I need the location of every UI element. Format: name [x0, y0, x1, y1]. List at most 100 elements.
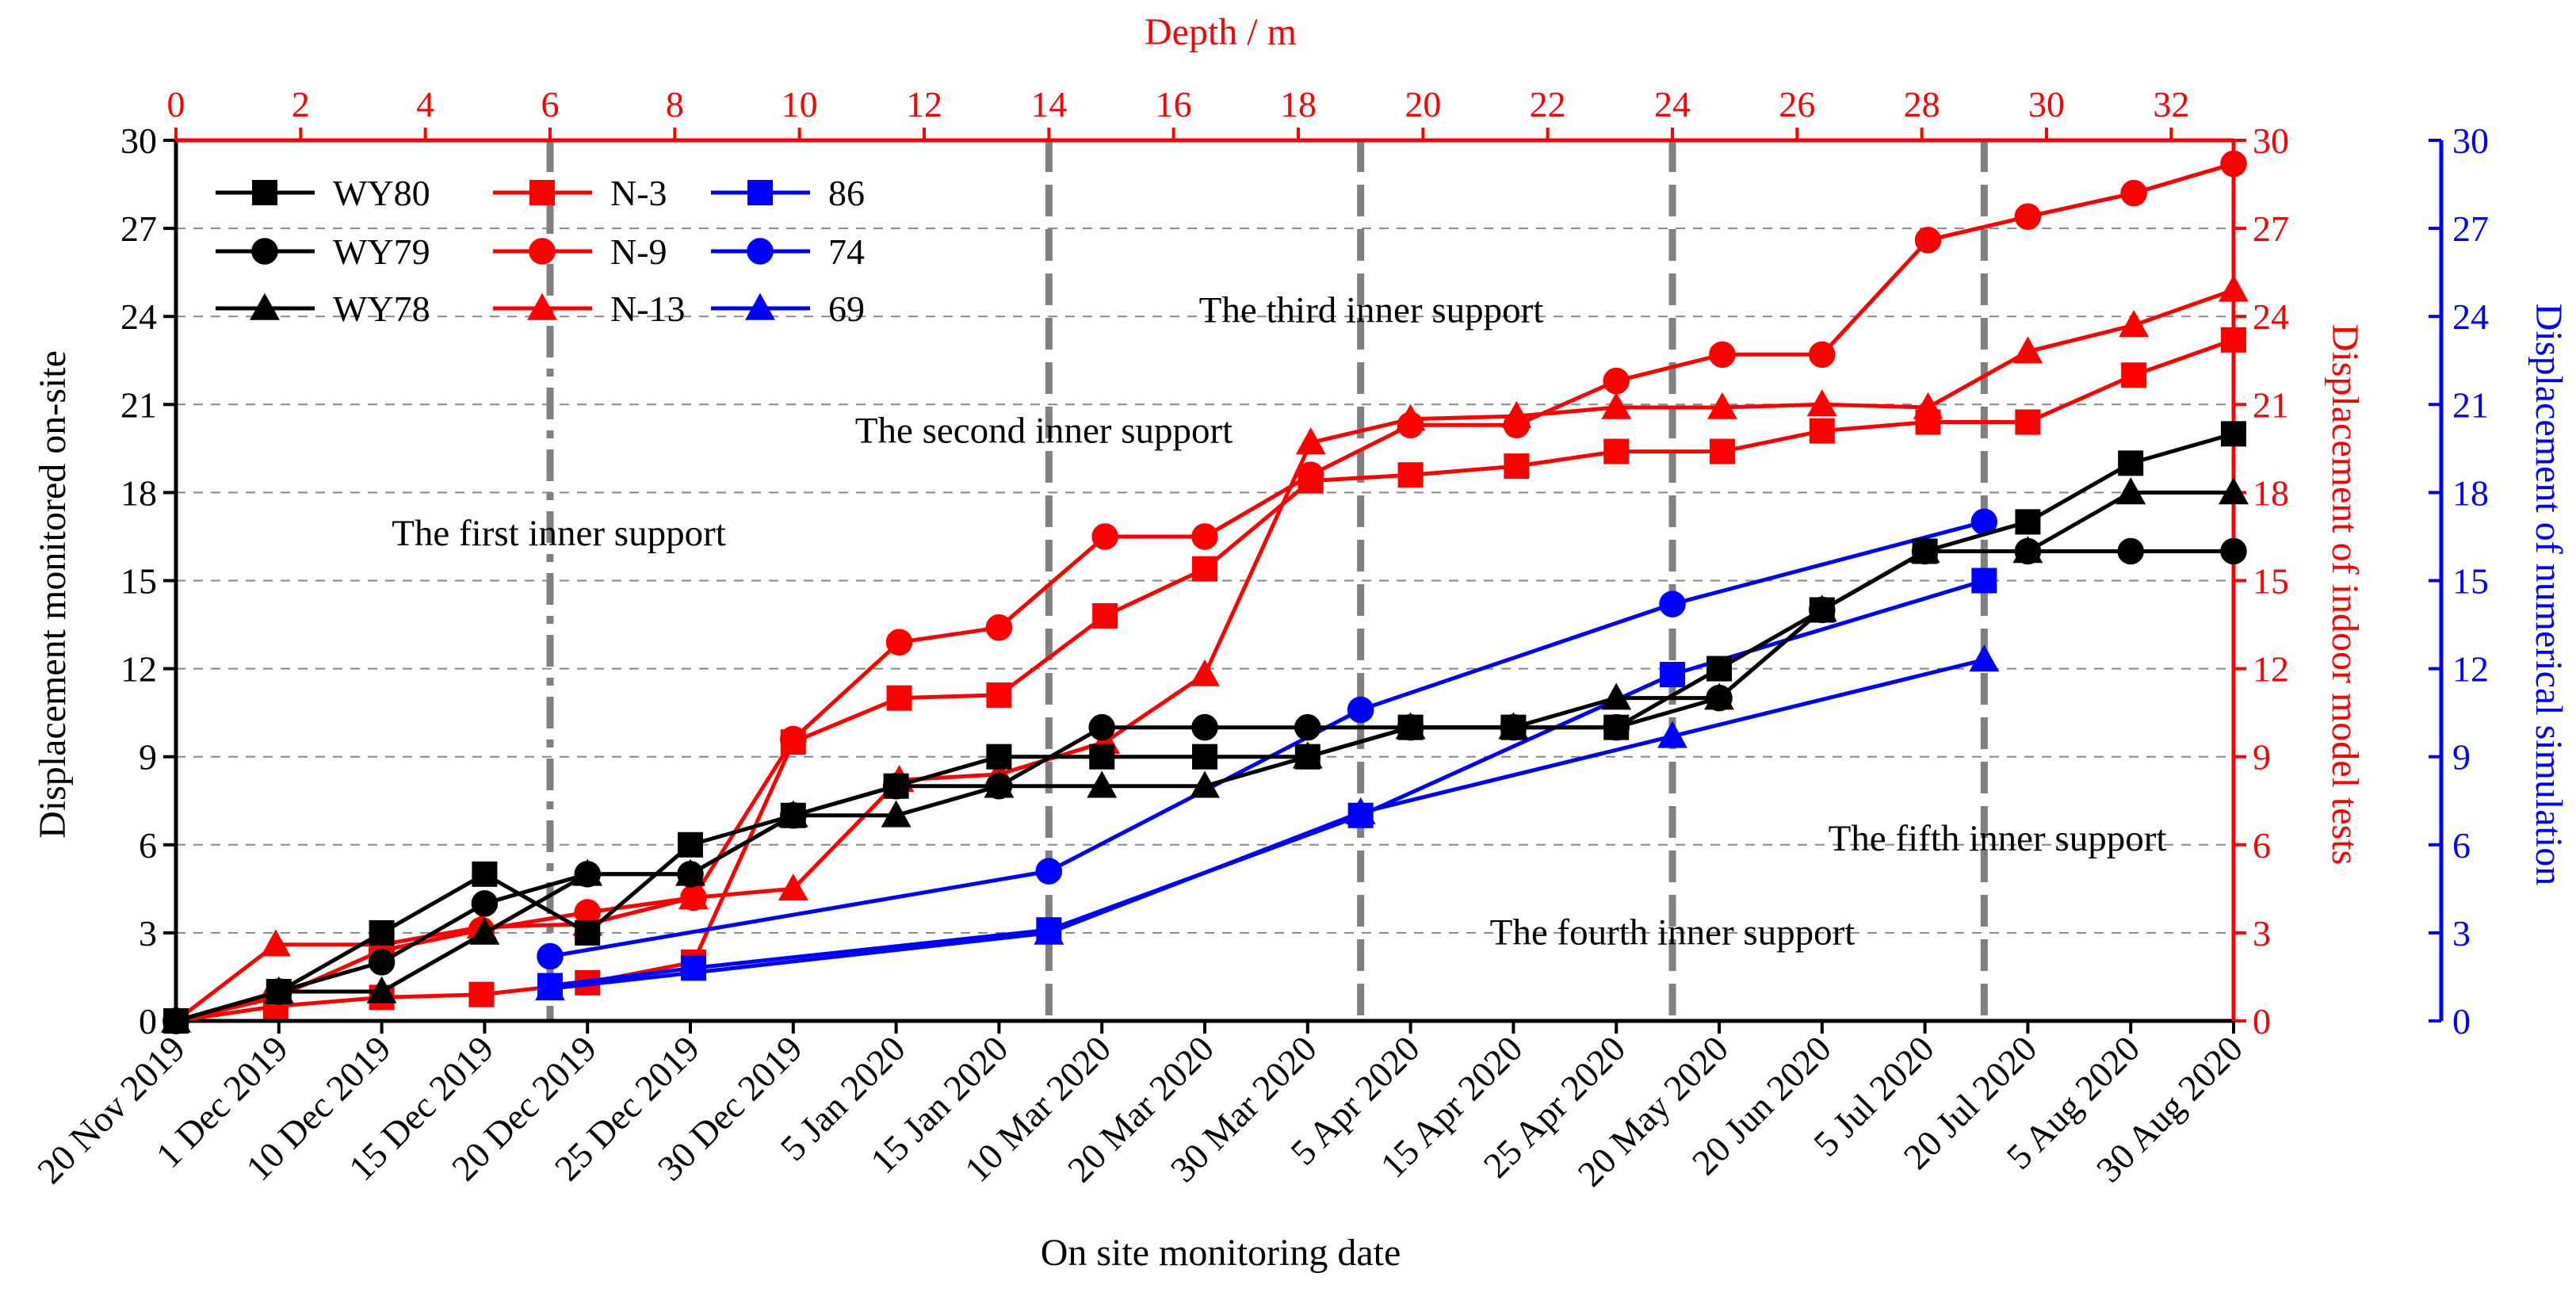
series-point-n-9-11 [1297, 461, 1324, 488]
series-point-n-3-19 [2121, 362, 2147, 388]
series-point-num-69-3 [1657, 721, 1687, 748]
series-point-n-13-16 [1806, 388, 1837, 417]
top-tick-label-20: 20 [1405, 84, 1441, 124]
series-point-wy79-2 [368, 949, 396, 976]
legend-marker-0-2 [250, 292, 280, 320]
series-point-n-13-1 [260, 929, 291, 957]
support-label-5: The fifth inner support [1829, 818, 2167, 859]
series-point-n-13-17 [1913, 392, 1943, 419]
series-point-wy80-15 [1707, 656, 1732, 682]
left-tick-label-15: 15 [120, 561, 157, 602]
series-point-wy78-3 [469, 917, 500, 945]
series-point-wy79-7 [882, 772, 910, 800]
series-point-wy78-19 [2115, 477, 2146, 505]
series-point-num-74-2 [1347, 696, 1374, 724]
right-model-tick-label-27: 27 [2253, 208, 2289, 249]
series-point-n-3-14 [1603, 438, 1630, 464]
series-point-n-13-19 [2119, 310, 2150, 338]
right-numerical-tick-label-6: 6 [2452, 825, 2471, 866]
x-axis-title-top: Depth / m [1145, 11, 1297, 53]
series-point-wy79-10 [1191, 713, 1218, 741]
left-tick-label-18: 18 [120, 472, 157, 513]
series-point-wy78-9 [1087, 770, 1118, 798]
series-point-n-9-8 [985, 614, 1013, 641]
series-point-wy78-11 [1292, 741, 1323, 769]
right-numerical-tick-label-0: 0 [2452, 1001, 2471, 1042]
series-point-n-9-14 [1603, 367, 1630, 395]
top-tick-label-26: 26 [1779, 84, 1815, 124]
series-point-wy79-20 [2220, 537, 2247, 565]
series-point-num-86-1 [680, 955, 706, 981]
series-point-wy79-9 [1088, 713, 1115, 741]
series-point-wy78-13 [1498, 712, 1529, 740]
series-point-n-3-12 [1397, 462, 1424, 488]
series-point-wy78-12 [1395, 712, 1426, 740]
series-point-n-9-20 [2220, 150, 2247, 178]
legend-label-n-3: N-3 [610, 173, 667, 213]
series-point-n-9-10 [1191, 523, 1218, 550]
series-point-wy79-11 [1294, 713, 1321, 741]
legend-label-74: 74 [828, 231, 865, 272]
left-tick-label-27: 27 [120, 208, 157, 249]
right-model-tick-label-21: 21 [2253, 384, 2289, 425]
series-point-n-3-18 [2015, 409, 2041, 435]
series-point-wy80-5 [678, 831, 703, 858]
left-tick-label-3: 3 [139, 913, 157, 954]
y-axis-title-right-model: Displacement of indoor model tests [2324, 324, 2366, 866]
series-point-n-13-18 [2012, 336, 2043, 364]
series-point-num-86-4 [1660, 662, 1685, 688]
series-point-n-13-13 [1501, 400, 1532, 428]
series-point-wy80-19 [2118, 450, 2144, 476]
series-point-wy78-4 [572, 858, 603, 886]
top-tick-label-28: 28 [1904, 84, 1940, 124]
series-point-wy80-9 [1089, 743, 1115, 770]
series-point-wy78-20 [2219, 477, 2249, 505]
series-point-n-9-16 [1809, 341, 1836, 369]
right-model-tick-label-3: 3 [2253, 913, 2271, 954]
left-tick-label-9: 9 [139, 737, 157, 778]
legend-marker-2-1 [747, 238, 774, 265]
series-point-wy78-1 [263, 976, 294, 1003]
series-point-n-13-20 [2219, 274, 2249, 302]
x-axis-title-bottom: On site monitoring date [1041, 1232, 1401, 1274]
series-point-n-13-5 [678, 882, 709, 910]
top-tick-label-14: 14 [1030, 84, 1067, 124]
series-point-wy78-7 [881, 800, 912, 828]
right-numerical-tick-label-21: 21 [2452, 384, 2489, 425]
right-model-tick-label-12: 12 [2253, 649, 2289, 690]
top-tick-label-4: 4 [416, 84, 434, 124]
series-point-n-13-6 [778, 873, 808, 901]
series-point-n-3-13 [1504, 453, 1530, 480]
series-point-num-74-3 [1659, 591, 1686, 617]
series-point-n-13-12 [1395, 403, 1426, 431]
series-point-wy78-2 [366, 976, 397, 1003]
series-point-n-9-7 [885, 629, 913, 656]
series-point-wy80-10 [1192, 743, 1217, 770]
series-point-wy79-3 [471, 890, 499, 917]
legend-label-n-9: N-9 [610, 231, 667, 272]
series-point-num-74-0 [537, 942, 564, 970]
right-numerical-tick-label-18: 18 [2452, 472, 2489, 513]
series-point-num-69-0 [535, 973, 565, 1001]
top-tick-label-22: 22 [1530, 84, 1566, 124]
y-axis-title-right-numerical: Displacement of numerical simulation [2528, 304, 2570, 885]
series-point-n-3-9 [1092, 602, 1118, 629]
legend-label-wy78: WY78 [333, 289, 430, 329]
top-tick-label-0: 0 [167, 84, 185, 124]
series-layer [161, 150, 2249, 1034]
legend-marker-0-1 [251, 238, 278, 265]
series-point-n-9-18 [2014, 203, 2042, 231]
top-tick-label-24: 24 [1654, 84, 1691, 124]
legend-label-69: 69 [828, 289, 865, 329]
series-point-wy78-5 [675, 858, 705, 886]
series-point-wy78-18 [2012, 536, 2043, 564]
series-point-wy78-14 [1601, 682, 1632, 710]
series-point-wy80-20 [2221, 421, 2246, 447]
right-model-tick-label-18: 18 [2253, 472, 2289, 513]
right-numerical-tick-label-12: 12 [2452, 649, 2489, 690]
series-point-wy78-15 [1704, 682, 1734, 710]
top-tick-label-2: 2 [292, 84, 310, 124]
legend-marker-1-1 [529, 238, 556, 265]
top-tick-label-30: 30 [2028, 84, 2065, 124]
legend-marker-1-2 [527, 292, 557, 320]
